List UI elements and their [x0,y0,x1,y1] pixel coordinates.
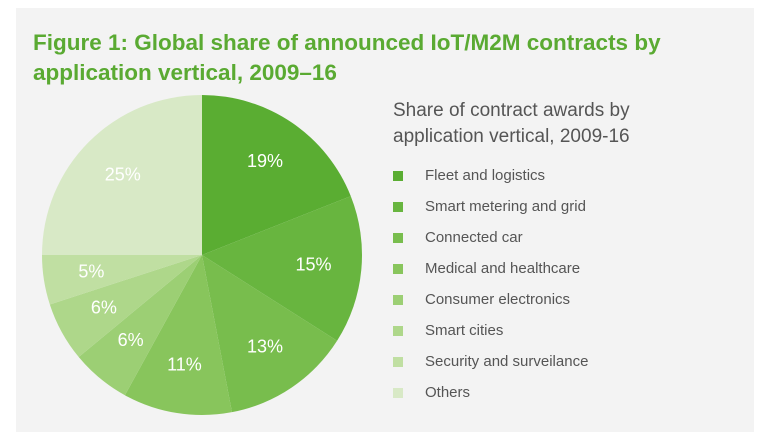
pie-slice [42,95,202,255]
pie-slice [49,255,202,357]
data-label: 5% [78,261,104,281]
legend-swatch [393,388,403,398]
legend-label: Security and surveilance [425,353,588,370]
data-label: 25% [105,165,141,185]
legend-swatch [393,326,403,336]
pie-slice [124,255,232,415]
pie-slice [202,95,351,255]
legend-swatch [393,264,403,274]
data-label: 19% [247,151,283,171]
pie-slice [202,196,363,341]
legend-swatch [393,171,403,181]
legend-swatch [393,357,403,367]
legend-label: Consumer electronics [425,291,570,308]
data-label: 6% [91,298,117,318]
legend-label: Connected car [425,229,523,246]
legend-label: Smart cities [425,322,503,339]
legend-swatch [393,295,403,305]
data-label: 13% [247,336,283,356]
legend-label: Others [425,384,470,401]
legend-label: Medical and healthcare [425,260,580,277]
chart-title: Figure 1: Global share of announced IoT/… [33,30,661,85]
data-label: 15% [295,254,331,274]
legend-label: Fleet and logistics [425,167,545,184]
pie-slice [42,255,202,305]
legend-label: Smart metering and grid [425,198,586,215]
pie-slice [78,255,202,396]
legend-swatch [393,233,403,243]
pie-slice [202,255,338,413]
legend-title: Share of contract awards by application … [393,100,630,147]
legend-swatch [393,202,403,212]
data-label: 6% [118,330,144,350]
data-label: 11% [167,354,202,374]
